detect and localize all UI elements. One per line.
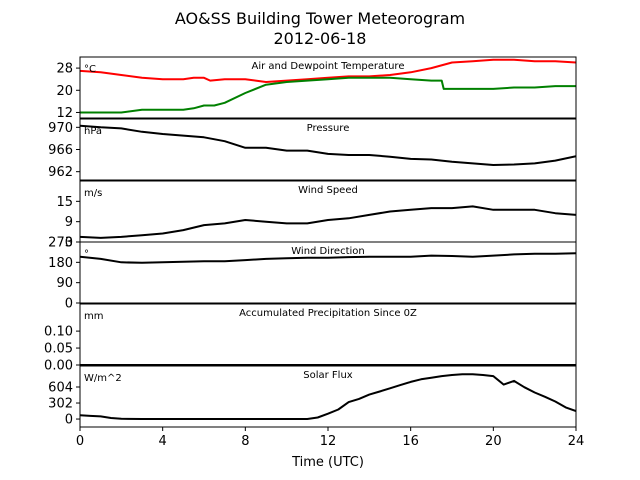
- panel-unit-label-0: °C: [84, 64, 96, 75]
- x-tick-label-3: 12: [320, 434, 337, 449]
- x-tick-label-6: 24: [568, 434, 585, 449]
- series-line-2-0: [80, 205, 576, 239]
- x-tick-label-5: 20: [485, 434, 502, 449]
- panel-unit-label-3: °: [84, 249, 89, 260]
- panel-title-0: Air and Dewpoint Temperature: [252, 61, 405, 72]
- y-tick-label-2-0: 3: [65, 236, 73, 251]
- panel-frame-1: [79, 118, 577, 181]
- panel-unit-label-2: m/s: [84, 188, 102, 199]
- panel-frame-3: [79, 241, 577, 304]
- y-tick-label-3-0: 0: [65, 297, 73, 312]
- panel-title-2: Wind Speed: [298, 185, 358, 196]
- y-tick-label-0-0: 12: [56, 106, 73, 121]
- x-tick-label-0: 0: [76, 434, 84, 449]
- y-tick-label-0-2: 28: [56, 62, 73, 77]
- y-tick-label-5-1: 302: [48, 397, 73, 412]
- y-tick-label-0-1: 20: [56, 84, 73, 99]
- figure-title-line1: AO&SS Building Tower Meteorogram: [175, 9, 465, 28]
- panel-title-1: Pressure: [307, 123, 350, 134]
- y-tick-label-5-2: 604: [48, 381, 73, 396]
- y-tick-label-5-0: 0: [65, 413, 73, 428]
- series-line-1-0: [80, 124, 576, 166]
- y-tick-label-1-2: 970: [48, 121, 73, 136]
- x-tick-label-2: 8: [241, 434, 249, 449]
- panel-4: 0.00 0.05 0.10 Accumulated Precipitation Si…: [44, 303, 577, 374]
- y-tick-label-1-0: 962: [48, 165, 73, 180]
- panel-unit-label-4: mm: [84, 311, 103, 322]
- panel-title-5: Solar Flux: [303, 370, 353, 381]
- panel-unit-label-1: hPa: [84, 126, 102, 137]
- series-line-0-1: [80, 76, 576, 114]
- panel-title-4: Accumulated Precipitation Since 0Z: [239, 308, 417, 319]
- series-line-5-0: [80, 373, 576, 420]
- y-tick-label-3-3: 270: [48, 236, 73, 251]
- panel-title-3: Wind Direction: [291, 246, 365, 257]
- panel-1: 962 966 970 Pressure hPa: [48, 118, 577, 181]
- x-tick-label-1: 4: [159, 434, 167, 449]
- panel-unit-label-5: W/m^2: [84, 373, 122, 384]
- series-line-0-0: [80, 58, 576, 83]
- y-tick-label-1-1: 966: [48, 143, 73, 158]
- y-tick-label-4-2: 0.10: [44, 325, 73, 340]
- y-tick-label-2-2: 15: [56, 195, 73, 210]
- x-axis: 0 4 8 12 16 20 24: [76, 427, 584, 449]
- series-line-3-0: [80, 252, 576, 264]
- y-tick-label-4-0: 0.00: [44, 359, 73, 374]
- figure-title-line2: 2012-06-18: [274, 29, 367, 48]
- panel-frame-4: [79, 303, 577, 366]
- y-tick-label-4-1: 0.05: [44, 342, 73, 357]
- y-tick-label-3-1: 90: [56, 276, 73, 291]
- x-axis-label: Time (UTC): [291, 455, 364, 470]
- panel-3: 0 90 180 270 Wind Direction °: [48, 236, 577, 312]
- x-tick-label-4: 16: [402, 434, 419, 449]
- y-tick-label-3-2: 180: [48, 256, 73, 271]
- panel-frame-0: [79, 56, 577, 119]
- panel-0: 12 20 28 Air and Dewpoint Temperature °C: [56, 56, 577, 121]
- y-tick-label-2-1: 9: [65, 215, 73, 230]
